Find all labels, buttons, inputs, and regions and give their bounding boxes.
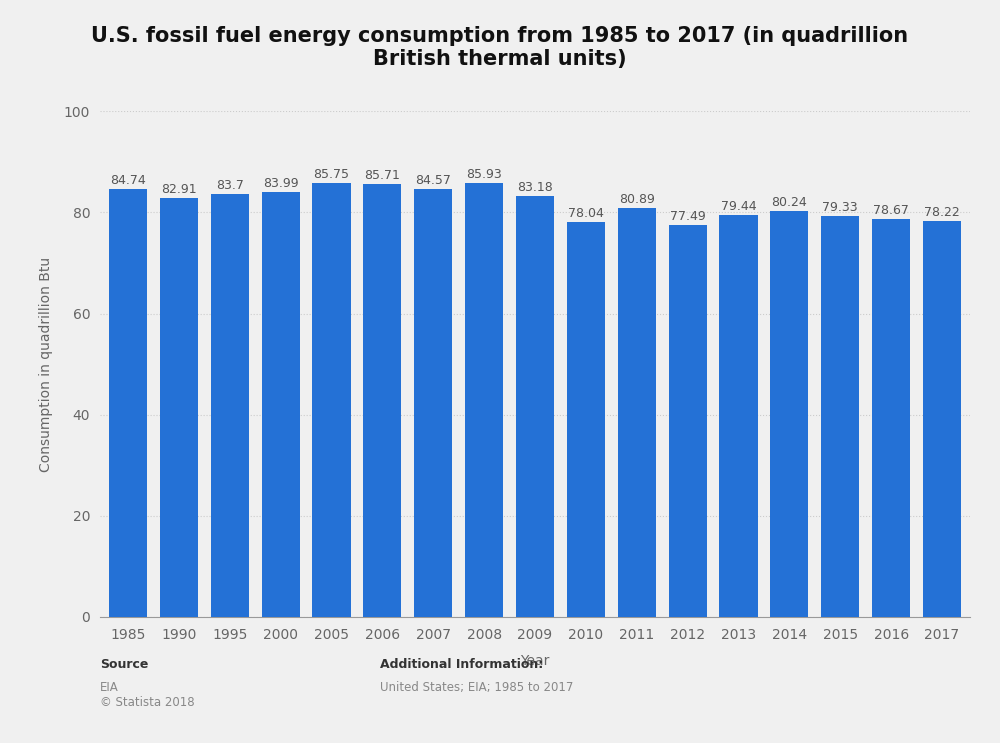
Bar [923, 221, 961, 617]
Bar [414, 189, 452, 617]
Text: EIA
© Statista 2018: EIA © Statista 2018 [100, 681, 195, 710]
Text: 84.74: 84.74 [110, 174, 146, 186]
Text: 85.75: 85.75 [313, 169, 349, 181]
Bar [567, 222, 605, 617]
Text: United States; EIA; 1985 to 2017: United States; EIA; 1985 to 2017 [380, 681, 573, 694]
Bar [160, 198, 198, 617]
Text: 78.04: 78.04 [568, 207, 604, 221]
Text: U.S. fossil fuel energy consumption from 1985 to 2017 (in quadrillion
British th: U.S. fossil fuel energy consumption from… [91, 26, 909, 69]
Text: 79.33: 79.33 [822, 201, 858, 214]
Bar [516, 196, 554, 617]
Text: 80.24: 80.24 [772, 196, 807, 210]
Bar [669, 225, 707, 617]
Text: Additional Information:: Additional Information: [380, 658, 543, 670]
Bar [363, 184, 401, 617]
Bar [821, 216, 859, 617]
Text: 85.93: 85.93 [466, 167, 502, 181]
Bar [312, 184, 351, 617]
Bar [109, 189, 147, 617]
Text: 85.71: 85.71 [364, 169, 400, 181]
Text: 77.49: 77.49 [670, 210, 706, 223]
Text: 84.57: 84.57 [415, 175, 451, 187]
Bar [872, 219, 910, 617]
Text: 83.99: 83.99 [263, 178, 298, 190]
Text: 83.18: 83.18 [517, 181, 553, 195]
Bar [465, 183, 503, 617]
Y-axis label: Consumption in quadrillion Btu: Consumption in quadrillion Btu [39, 256, 53, 472]
Text: 83.7: 83.7 [216, 179, 244, 192]
Text: 79.44: 79.44 [721, 201, 756, 213]
Bar [618, 208, 656, 617]
Bar [770, 211, 808, 617]
Bar [211, 194, 249, 617]
Bar [262, 192, 300, 617]
Text: Source: Source [100, 658, 148, 670]
Text: 82.91: 82.91 [161, 183, 197, 195]
Text: 78.22: 78.22 [924, 207, 960, 219]
Text: 78.67: 78.67 [873, 204, 909, 217]
Bar [719, 215, 758, 617]
X-axis label: Year: Year [520, 654, 550, 668]
Text: 80.89: 80.89 [619, 193, 655, 206]
